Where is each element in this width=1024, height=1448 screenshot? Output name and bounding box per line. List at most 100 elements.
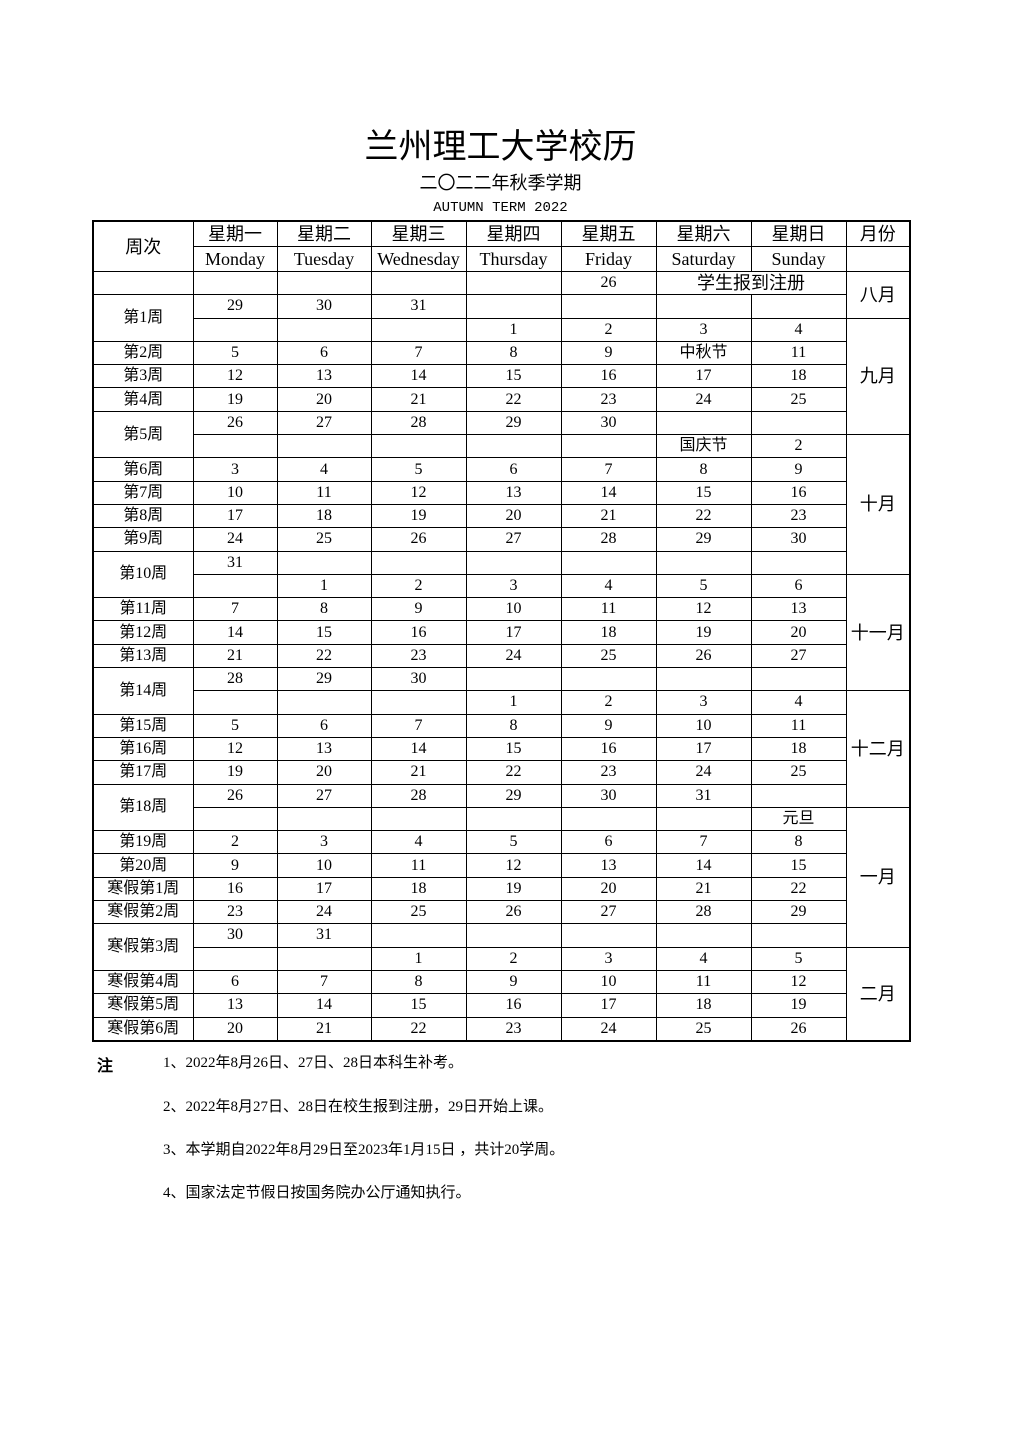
day-cell: 元旦 — [750, 806, 847, 832]
table-row: 1 2 3 4 九月 — [93, 317, 911, 436]
week-label: 第2周 — [92, 340, 194, 366]
day-cell — [192, 317, 278, 342]
day-cell — [465, 923, 562, 948]
day-cell: 21 — [192, 643, 278, 669]
day-cell: 4 — [655, 946, 752, 971]
table-row: 第15周 5 6 7 8 9 10 11 — [92, 713, 910, 738]
table-row: 26 学生报到注册 八月 — [92, 270, 911, 319]
day-cell: 20 — [192, 1016, 278, 1042]
day-cell: 9 — [192, 853, 278, 878]
day-cell: 28 — [192, 667, 278, 692]
day-cell: 13 — [276, 364, 372, 389]
week-label: 第5周 — [92, 410, 194, 459]
week-label: 第9周 — [92, 527, 194, 552]
day-cell: 23 — [560, 760, 657, 785]
day-cell: 2 — [560, 317, 657, 342]
day-cell: 11 — [750, 340, 847, 366]
day-cell: 2 — [560, 690, 657, 715]
table-row: 第11周 7 8 9 10 11 12 13 — [92, 597, 910, 622]
day-cell: 24 — [655, 387, 752, 412]
day-cell: 30 — [192, 923, 278, 948]
day-cell: 25 — [750, 760, 847, 785]
day-cell: 14 — [276, 993, 372, 1018]
day-cell: 4 — [370, 830, 467, 855]
page-title: 兰州理工大学校历 — [364, 129, 637, 166]
week-label: 第10周 — [92, 550, 194, 599]
table-row: 第6周 3 4 5 6 7 8 9 — [92, 457, 910, 482]
day-header-en: Saturday — [655, 246, 752, 272]
month-header-blank — [845, 246, 911, 272]
day-cell — [750, 294, 847, 319]
day-cell — [655, 923, 752, 948]
table-row: 第8周 17 18 19 20 21 22 23 — [92, 503, 910, 529]
day-cell: 1 — [465, 317, 562, 342]
month-label: 八月 — [845, 271, 911, 319]
day-cell — [655, 806, 752, 832]
day-cell: 31 — [192, 550, 278, 575]
day-cell: 13 — [465, 480, 562, 505]
day-cell: 6 — [465, 457, 562, 482]
day-cell: 21 — [655, 876, 752, 902]
day-cell: 7 — [655, 830, 752, 855]
day-cell: 11 — [655, 969, 752, 995]
day-cell — [192, 690, 278, 715]
day-header-en: Sunday — [750, 246, 847, 272]
table-row: 第16周 12 13 14 15 16 17 18 — [92, 736, 910, 762]
day-cell: 27 — [750, 643, 847, 669]
day-cell — [276, 434, 372, 459]
day-cell: 17 — [655, 736, 752, 762]
day-cell: 16 — [370, 620, 467, 645]
table-row: 1 2 3 4 十二月 — [93, 690, 911, 808]
day-cell: 20 — [560, 876, 657, 902]
day-cell: 26 — [370, 527, 467, 552]
day-cell: 19 — [192, 760, 278, 785]
day-cell: 4 — [276, 457, 372, 482]
day-cell: 10 — [276, 853, 372, 878]
day-cell: 23 — [465, 1016, 562, 1042]
day-cell — [276, 550, 372, 575]
day-cell — [560, 550, 657, 575]
day-cell: 6 — [276, 340, 372, 366]
table-row: 第10周 31 — [92, 550, 910, 599]
day-cell: 1 — [370, 946, 467, 971]
day-cell: 16 — [750, 480, 847, 505]
day-cell: 16 — [192, 876, 278, 902]
day-cell: 13 — [276, 736, 372, 762]
week-label: 第19周 — [92, 830, 194, 855]
day-cell: 12 — [370, 480, 467, 505]
day-cell — [750, 783, 847, 808]
day-header-cn: 星期六 — [655, 220, 752, 247]
table-row: 第9周 24 25 26 27 28 29 30 — [92, 527, 910, 552]
note-item: 3、本学期自2022年8月29日至2023年1月15日 ，共计20学周。 — [163, 1142, 565, 1158]
day-cell: 17 — [192, 503, 278, 529]
day-cell: 7 — [370, 713, 467, 738]
day-cell — [276, 270, 372, 296]
day-cell: 30 — [750, 527, 847, 552]
day-cell: 5 — [655, 573, 752, 599]
day-cell: 14 — [655, 853, 752, 878]
day-cell: 25 — [370, 900, 467, 925]
day-cell: 5 — [465, 830, 562, 855]
day-cell — [370, 550, 467, 575]
day-cell — [560, 923, 657, 948]
day-cell: 25 — [750, 387, 847, 412]
week-label: 寒假第3周 — [92, 923, 194, 971]
day-cell: 26 — [750, 1016, 847, 1042]
day-header-cn: 星期五 — [560, 220, 657, 247]
day-cell: 5 — [750, 946, 847, 971]
day-cell: 11 — [560, 597, 657, 622]
table-row: 寒假第6周 20 21 22 23 24 25 26 — [92, 1016, 910, 1042]
day-cell: 30 — [560, 783, 657, 808]
month-label: 二月 — [845, 946, 911, 1042]
day-cell: 国庆节 — [655, 434, 752, 459]
day-cell: 8 — [655, 457, 752, 482]
day-cell — [276, 806, 372, 832]
day-cell: 6 — [750, 573, 847, 599]
day-cell: 4 — [560, 573, 657, 599]
day-cell: 4 — [750, 317, 847, 342]
day-cell: 12 — [465, 853, 562, 878]
table-row: 寒假第3周 30 31 — [92, 923, 910, 971]
week-label: 第3周 — [92, 364, 194, 389]
day-cell: 29 — [465, 783, 562, 808]
day-cell: 19 — [465, 876, 562, 902]
